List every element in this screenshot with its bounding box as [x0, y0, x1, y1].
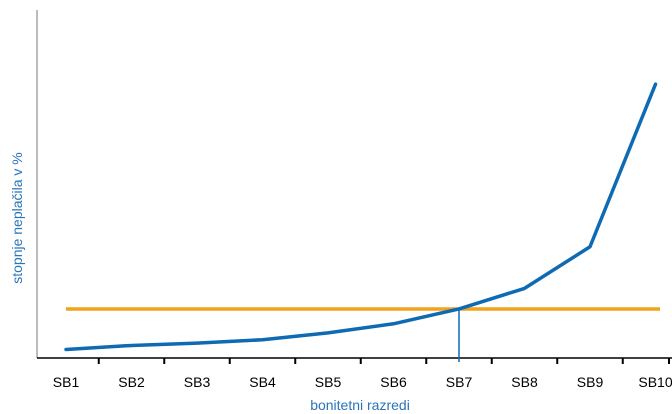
- x-tick-label: SB5: [315, 374, 342, 390]
- plot-area: SB1 SB2 SB3 SB4 SB5 SB6 SB7 SB8 SB9 SB10: [36, 10, 672, 390]
- x-tick-label: SB2: [118, 374, 145, 390]
- x-tick-label: SB1: [53, 374, 80, 390]
- x-tick-label: SB7: [446, 374, 473, 390]
- x-tick-label: SB3: [184, 374, 211, 390]
- x-tick-label: SB4: [249, 374, 276, 390]
- x-tick-label: SB10: [638, 374, 672, 390]
- x-axis-title: bonitetni razredi: [310, 397, 410, 413]
- series-line: [64, 82, 658, 352]
- y-axis-title: stopnje neplačila v %: [9, 152, 25, 284]
- x-tick-label: SB8: [511, 374, 538, 390]
- x-tick-label: SB6: [380, 374, 407, 390]
- x-tick-label: SB9: [577, 374, 604, 390]
